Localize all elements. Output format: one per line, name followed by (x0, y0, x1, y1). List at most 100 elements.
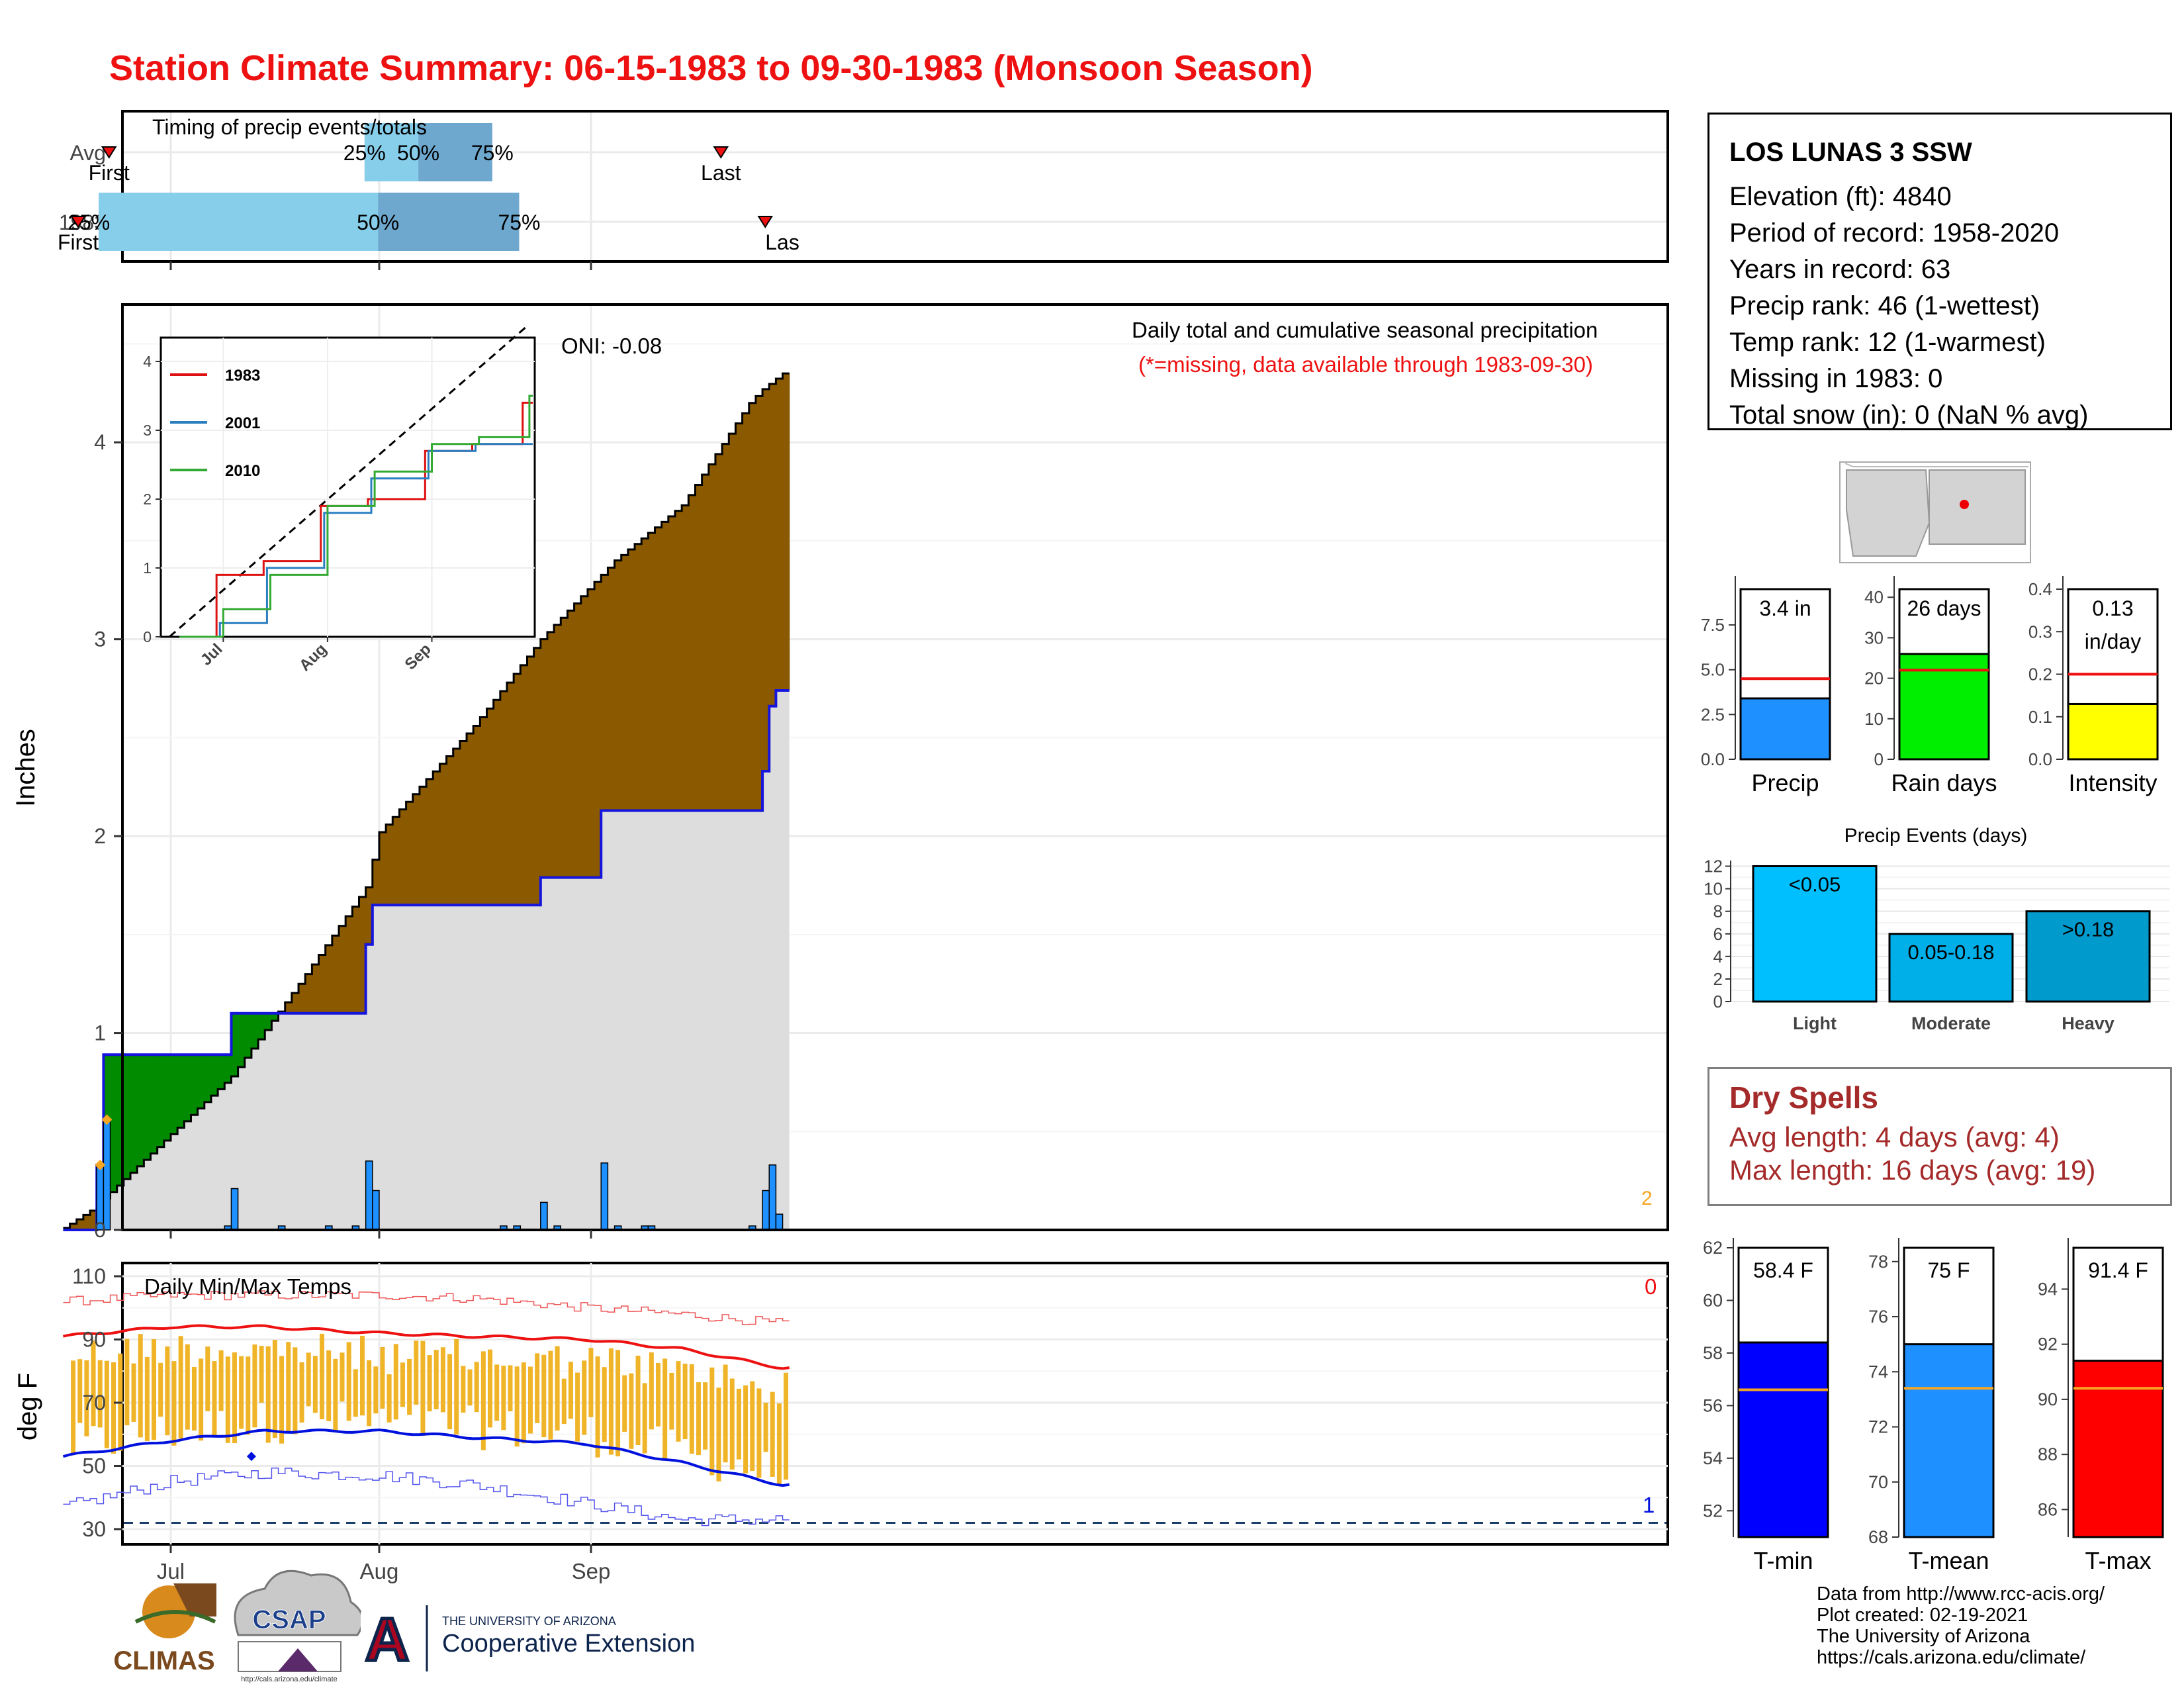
timing-title: Timing of precip events/totals (152, 115, 427, 139)
csap-cloud-icon (234, 1570, 364, 1636)
daily-temp-bar (447, 1354, 453, 1430)
daily-temp-bar (615, 1350, 621, 1457)
deficit-band (520, 665, 528, 906)
summary-ytick-label: 0.0 (1701, 749, 1725, 769)
daily-temp-bar (682, 1364, 688, 1440)
daily-temp-bar (144, 1356, 150, 1441)
surplus-band (271, 1013, 279, 1021)
temp-summary-ytick-label: 88 (2038, 1444, 2058, 1464)
daily-temp-bar (784, 1372, 789, 1480)
temp-summary-bar (1737, 1341, 1829, 1538)
surplus-band (110, 1055, 118, 1192)
precip-ytick-label: 0 (94, 1218, 106, 1242)
daily-temp-bar (333, 1358, 338, 1431)
deficit-band (285, 1002, 293, 1013)
daily-precip-bar (365, 1160, 373, 1231)
daily-temp-bar (440, 1347, 445, 1413)
timing-p50-label: 50% (357, 211, 399, 234)
daily-temp-bar (770, 1391, 775, 1477)
daily-temp-bar (252, 1344, 257, 1428)
daily-temp-bar (454, 1338, 459, 1435)
daily-temp-bar (259, 1346, 264, 1403)
summary-bar (1739, 697, 1831, 761)
daily-temp-bar (575, 1372, 580, 1442)
surplus-band (144, 1055, 152, 1160)
deficit-band (90, 1210, 97, 1230)
daily-temp-bar (703, 1382, 708, 1450)
precip-ytick-label: 4 (94, 430, 106, 454)
deficit-band (419, 786, 427, 906)
inset-ytick-label: 0 (143, 628, 152, 645)
inset-ytick-label: 3 (143, 422, 152, 439)
deficit-band (682, 505, 689, 811)
temp-summary-value: 91.4 F (2088, 1258, 2148, 1282)
deficit-band (587, 588, 595, 878)
temp-xtick-label: Jul (157, 1559, 185, 1583)
daily-temp-bar (635, 1355, 641, 1446)
summary-ytick-label: 2.5 (1701, 704, 1725, 724)
max-intensity-marker (101, 1114, 113, 1125)
daily-precip-bar (540, 1201, 548, 1231)
daily-temp-bar (541, 1354, 547, 1438)
temp-summary-label: T-mean (1908, 1547, 1989, 1574)
daily-temp-bar (185, 1344, 190, 1430)
summary-value: 26 days (1907, 596, 1981, 620)
deficit-band (574, 603, 582, 878)
deficit-band (648, 533, 656, 811)
daily-temp-bar (111, 1362, 116, 1454)
timing-p25-label: 25% (343, 141, 386, 165)
surplus-band (163, 1055, 171, 1141)
deficit-band (749, 402, 756, 811)
daily-temp-bar (359, 1335, 365, 1416)
summary-ytick-label: 5.0 (1701, 660, 1725, 680)
temp-summary-bar (2072, 1360, 2164, 1538)
deficit-band (372, 859, 380, 906)
daily-temp-bar (272, 1340, 277, 1438)
surplus-band (177, 1055, 185, 1128)
daily-temp-bar (158, 1362, 163, 1417)
station-name: LOS LUNAS 3 SSW (1729, 138, 1972, 167)
events-bar (1888, 933, 2014, 1003)
deficit-band (668, 516, 676, 811)
daily-temp-bar (629, 1373, 634, 1449)
temp-summary-label: T-max (2085, 1547, 2151, 1574)
inset-series-line (179, 395, 533, 638)
deficit-band (507, 682, 514, 906)
ua-logo-bg (361, 1612, 414, 1665)
deficit-band (352, 906, 360, 1013)
max-intensity-marker (95, 1159, 106, 1170)
daily-temp-bar (716, 1387, 721, 1481)
events-ytick-label: 6 (1713, 924, 1723, 944)
first-event-label: First (89, 161, 130, 185)
temp-summary-label: T-min (1754, 1547, 1813, 1574)
deficit-band (76, 1219, 84, 1230)
dry-spells-box: Dry Spells Avg length: 4 days (avg: 4) M… (1707, 1067, 2172, 1206)
daily-temp-bar (326, 1350, 332, 1421)
deficit-band (325, 945, 333, 1013)
summary-ytick-label: 7.5 (1701, 615, 1725, 635)
surplus-band (191, 1055, 199, 1115)
temp-summary-ytick-label: 92 (2038, 1335, 2058, 1354)
record-min-count: 1 (1643, 1493, 1655, 1517)
station-line: Total snow (in): 0 (NaN % avg) (1729, 400, 2089, 430)
daily-temp-bar (387, 1374, 392, 1423)
daily-temp-bar (474, 1362, 479, 1413)
temp-ylabel: deg F (13, 1373, 42, 1440)
daily-temp-bar (407, 1358, 412, 1415)
deficit-band (312, 964, 320, 1013)
temp-summary-ytick-label: 90 (2038, 1389, 2058, 1409)
daily-temp-bar (568, 1362, 573, 1419)
summary-value-unit: in/day (2085, 630, 2141, 653)
credit-line: Data from http://www.rcc-acis.org/ (1817, 1583, 2105, 1605)
temp-summary-ytick-label: 72 (1868, 1417, 1888, 1437)
deficit-band (291, 993, 299, 1013)
precip-annotation: Daily total and cumulative seasonal prec… (1132, 318, 1598, 342)
daily-temp-bar (97, 1360, 103, 1428)
daily-precip-bar (775, 1213, 784, 1231)
timing-bar-upper (378, 193, 520, 251)
dry-spells-title: Dry Spells (1729, 1080, 1878, 1115)
daily-temp-bar (709, 1367, 715, 1476)
